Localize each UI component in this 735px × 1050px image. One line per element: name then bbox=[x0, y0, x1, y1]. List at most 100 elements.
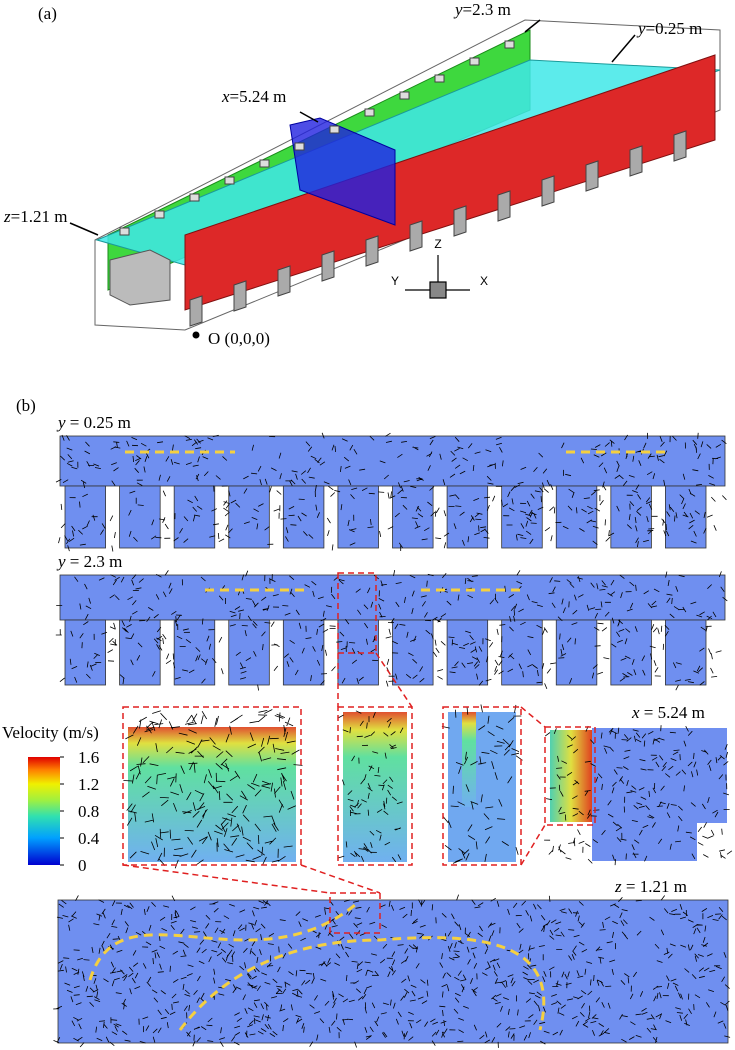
axis-triad bbox=[405, 255, 470, 299]
var: y bbox=[453, 0, 463, 19]
slice-tab bbox=[555, 619, 598, 686]
val: = 0.25 m bbox=[66, 413, 131, 432]
vent bbox=[364, 108, 375, 117]
var: x bbox=[631, 703, 640, 722]
slice-label: z = 1.21 m bbox=[614, 877, 687, 896]
slice-tab bbox=[392, 485, 434, 549]
vent bbox=[154, 210, 165, 219]
colorbar-title: Velocity (m/s) bbox=[2, 723, 99, 742]
zoom-band bbox=[462, 712, 476, 807]
vent bbox=[329, 125, 340, 134]
zoom-slice bbox=[343, 712, 407, 862]
cabinet bbox=[629, 145, 643, 177]
var: x bbox=[221, 87, 230, 106]
cabinet bbox=[497, 190, 511, 222]
colorbar-tick-label: 0.4 bbox=[78, 829, 100, 848]
slice-tab bbox=[501, 485, 543, 549]
vent bbox=[294, 142, 305, 151]
slice-tab bbox=[64, 619, 106, 686]
var: y bbox=[56, 552, 66, 571]
val: =0.25 m bbox=[646, 19, 703, 38]
cabinet bbox=[365, 235, 379, 267]
leaders bbox=[69, 19, 636, 236]
val: =1.21 m bbox=[11, 207, 68, 226]
vent bbox=[189, 193, 200, 202]
slice-tab bbox=[173, 619, 216, 686]
axis-label: Z bbox=[434, 237, 441, 251]
val: = 5.24 m bbox=[640, 703, 705, 722]
flow-path bbox=[178, 936, 546, 1031]
slice-label: y = 2.3 m bbox=[56, 552, 122, 571]
vent bbox=[504, 40, 515, 49]
slice-label: x = 5.24 m bbox=[631, 703, 705, 722]
var: z bbox=[614, 877, 622, 896]
vent bbox=[119, 227, 130, 236]
slice-tab bbox=[446, 619, 489, 686]
vector-field bbox=[53, 894, 731, 1048]
val: =2.3 m bbox=[463, 0, 511, 19]
val: = 2.3 m bbox=[66, 552, 123, 571]
cabinet bbox=[189, 295, 203, 327]
slice bbox=[592, 823, 697, 861]
val: = 1.21 m bbox=[622, 877, 687, 896]
slice bbox=[59, 574, 726, 621]
vector-field bbox=[123, 709, 303, 869]
flow-path bbox=[88, 903, 356, 981]
slice-tab bbox=[665, 619, 707, 686]
plane-label: x=5.24 m bbox=[221, 87, 286, 106]
slice-tab bbox=[610, 485, 652, 549]
val: =5.24 m bbox=[230, 87, 287, 106]
vent bbox=[259, 159, 270, 168]
slice-tab bbox=[446, 485, 489, 549]
plane-label: y=0.25 m bbox=[636, 19, 702, 38]
cabinet bbox=[541, 175, 555, 207]
slice bbox=[59, 435, 726, 487]
cabinet bbox=[277, 265, 291, 297]
slice-label: y = 0.25 m bbox=[56, 413, 131, 432]
slice-tab bbox=[555, 485, 598, 549]
slice-tab bbox=[392, 619, 434, 686]
zoom-frames bbox=[122, 572, 596, 934]
cabinet bbox=[673, 130, 687, 162]
vector-field bbox=[544, 725, 733, 866]
slice-tab bbox=[501, 619, 543, 686]
panel-label: (b) bbox=[16, 396, 36, 415]
axis-label: X bbox=[480, 274, 488, 288]
var: y bbox=[56, 413, 66, 432]
slice bbox=[550, 730, 592, 822]
slices bbox=[57, 435, 729, 1044]
colorbar-tick-label: 1.6 bbox=[78, 748, 99, 767]
vector-field bbox=[338, 710, 404, 863]
slice-tab bbox=[228, 619, 270, 686]
origin-dot bbox=[192, 331, 200, 339]
slice-tab bbox=[337, 485, 379, 549]
vector-field bbox=[441, 704, 523, 864]
colorbar bbox=[28, 757, 60, 865]
cabinet bbox=[453, 205, 467, 237]
panel-label: (a) bbox=[38, 4, 57, 23]
slice-tab bbox=[228, 485, 270, 549]
vent bbox=[399, 91, 410, 100]
vent bbox=[224, 176, 235, 185]
slice-tab bbox=[64, 485, 106, 549]
cabinet bbox=[409, 220, 423, 252]
axis-label: Y bbox=[391, 274, 399, 288]
cabinet bbox=[233, 280, 247, 312]
origin-label: O (0,0,0) bbox=[208, 329, 270, 348]
cabinet bbox=[585, 160, 599, 192]
var: y bbox=[636, 19, 646, 38]
vent bbox=[434, 74, 445, 83]
var: z bbox=[3, 207, 11, 226]
cabinet bbox=[321, 250, 335, 282]
slice-tab bbox=[665, 485, 707, 549]
colorbar-tick-label: 0.8 bbox=[78, 802, 99, 821]
colorbar-tick-label: 1.2 bbox=[78, 775, 99, 794]
plane-label: z=1.21 m bbox=[3, 207, 67, 226]
vector-field bbox=[55, 432, 727, 552]
plane-label: y=2.3 m bbox=[453, 0, 511, 19]
slice-tab bbox=[119, 485, 161, 549]
model-3d bbox=[94, 19, 721, 331]
velocity-vectors bbox=[53, 432, 733, 1048]
